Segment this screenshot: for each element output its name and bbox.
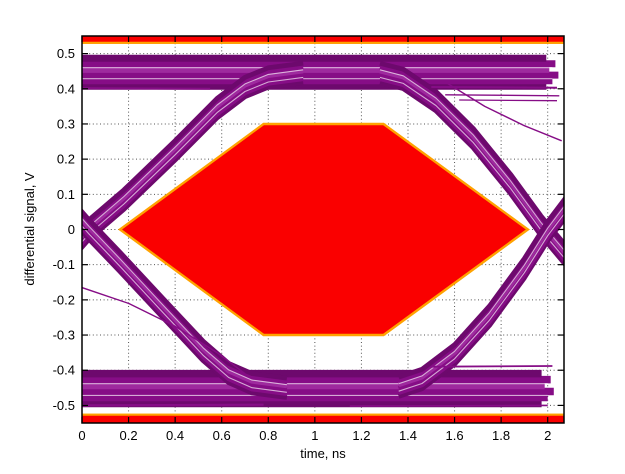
svg-text:0.2: 0.2 bbox=[57, 152, 75, 167]
svg-text:1.4: 1.4 bbox=[399, 428, 417, 443]
y-tick-labels: 0.5 0.4 0.3 0.2 0.1 0 -0.1 -0.2 -0.3 -0.4 -0.5 bbox=[53, 46, 75, 413]
svg-text:1.6: 1.6 bbox=[446, 428, 464, 443]
svg-text:0.6: 0.6 bbox=[213, 428, 231, 443]
svg-text:1.2: 1.2 bbox=[352, 428, 370, 443]
mask-violation-bar-top bbox=[82, 36, 564, 44]
axes-box bbox=[81, 35, 565, 424]
x-tick-labels: 0 0.2 0.4 0.6 0.8 1 1.2 1.4 1.6 1.8 2 bbox=[78, 428, 551, 443]
svg-text:0.1: 0.1 bbox=[57, 187, 75, 202]
svg-text:-0.4: -0.4 bbox=[53, 363, 75, 378]
y-axis-label: differential signal, V bbox=[22, 172, 37, 286]
svg-text:0.5: 0.5 bbox=[57, 46, 75, 61]
svg-text:1: 1 bbox=[311, 428, 318, 443]
svg-text:1.8: 1.8 bbox=[492, 428, 510, 443]
svg-text:0.4: 0.4 bbox=[57, 81, 75, 96]
svg-text:0: 0 bbox=[78, 428, 85, 443]
svg-text:0.8: 0.8 bbox=[259, 428, 277, 443]
eye-mask-hexagon bbox=[117, 122, 530, 337]
mask-violation-bar-bottom bbox=[82, 413, 564, 423]
svg-text:2: 2 bbox=[544, 428, 551, 443]
svg-text:-0.3: -0.3 bbox=[53, 328, 75, 343]
svg-text:0: 0 bbox=[68, 222, 75, 237]
svg-text:-0.5: -0.5 bbox=[53, 398, 75, 413]
svg-text:-0.2: -0.2 bbox=[53, 292, 75, 307]
x-axis-label: time, ns bbox=[300, 446, 346, 461]
svg-text:0.2: 0.2 bbox=[120, 428, 138, 443]
svg-text:0.3: 0.3 bbox=[57, 117, 75, 132]
svg-text:0.4: 0.4 bbox=[166, 428, 184, 443]
eye-traces bbox=[82, 54, 564, 408]
svg-text:-0.1: -0.1 bbox=[53, 257, 75, 272]
